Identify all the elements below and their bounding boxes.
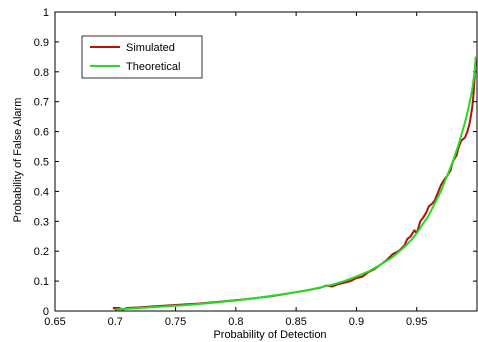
y-tick-label: 1 <box>43 7 49 19</box>
y-tick-label: 0 <box>43 306 49 318</box>
legend: Simulated Theoretical <box>81 35 203 79</box>
legend-label-simulated: Simulated <box>126 42 175 54</box>
y-tick-label: 0.4 <box>34 186 49 198</box>
x-tick-label: 0.8 <box>228 316 243 328</box>
y-tick-label: 0.3 <box>34 216 49 228</box>
x-axis: 0.65 0.7 0.75 0.8 0.85 0.9 0.95 <box>44 12 427 328</box>
series-line-theoretical <box>115 56 477 311</box>
x-tick-label: 0.85 <box>285 316 306 328</box>
x-tick-label: 0.7 <box>108 316 123 328</box>
y-tick-label: 0.6 <box>34 127 49 139</box>
y-tick-label: 0.2 <box>34 246 49 258</box>
y-tick-label: 0.7 <box>34 97 49 109</box>
y-tick-label: 0.9 <box>34 37 49 49</box>
x-tick-label: 0.75 <box>165 316 186 328</box>
y-axis: 0 0.1 0.2 0.3 0.4 0.5 0.6 0.7 0.8 0.9 1 <box>34 7 477 318</box>
x-tick-label: 0.95 <box>406 316 427 328</box>
x-tick-label: 0.65 <box>44 316 65 328</box>
y-tick-label: 0.8 <box>34 67 49 79</box>
x-tick-label: 0.9 <box>349 316 364 328</box>
x-axis-label: Probability of Detection <box>213 329 326 341</box>
legend-label-theoretical: Theoretical <box>126 61 180 73</box>
y-tick-label: 0.5 <box>34 157 49 169</box>
legend-box <box>81 35 203 79</box>
series-layer <box>112 56 477 311</box>
y-axis-label: Probability of False Alarm <box>12 98 24 223</box>
y-tick-label: 0.1 <box>34 276 49 288</box>
